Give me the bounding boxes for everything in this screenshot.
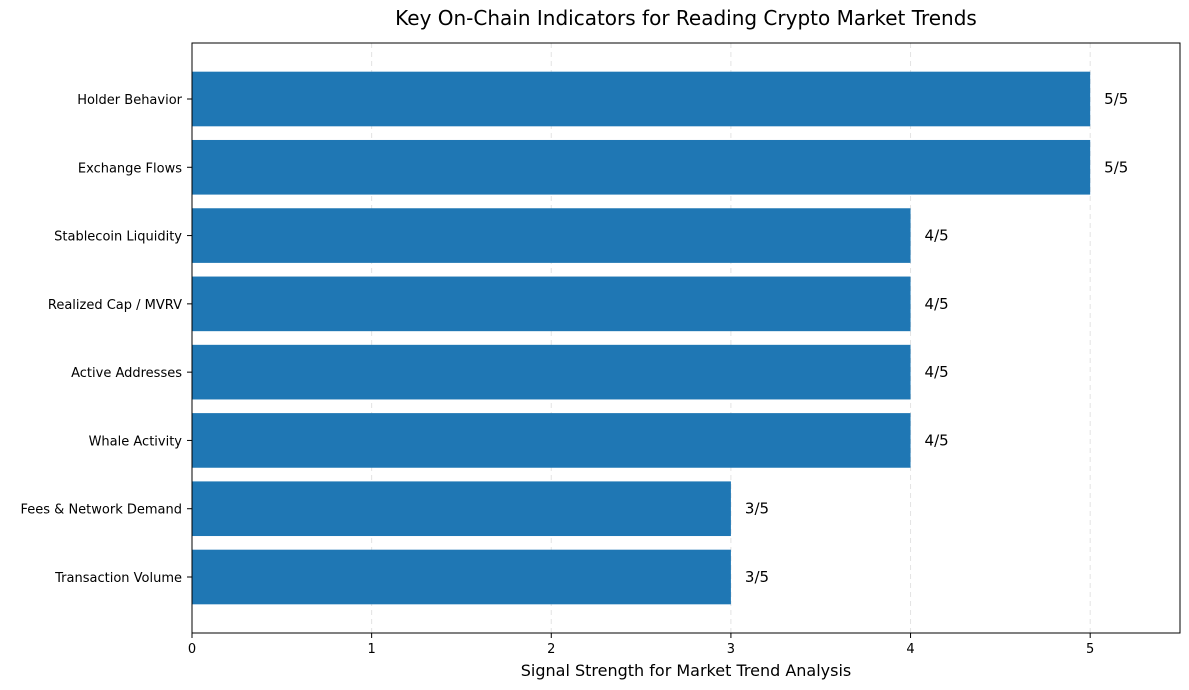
x-tick-label: 2	[547, 642, 555, 657]
bar-value-label: 3/5	[745, 568, 769, 586]
y-tick-label: Realized Cap / MVRV	[48, 298, 182, 313]
bar-value-label: 4/5	[925, 431, 949, 449]
bar-value-label: 5/5	[1104, 90, 1128, 108]
x-tick-label: 5	[1086, 642, 1094, 657]
x-tick-label: 3	[727, 642, 735, 657]
bar	[192, 549, 731, 605]
y-tick-label: Holder Behavior	[77, 93, 182, 108]
y-tick-label: Transaction Volume	[54, 571, 182, 586]
bar-value-label: 4/5	[925, 227, 949, 245]
x-axis: 0 1 2 3 4 5	[188, 633, 1094, 657]
y-tick-label: Fees & Network Demand	[21, 503, 182, 518]
bar	[192, 276, 911, 332]
y-tick-label: Whale Activity	[89, 434, 183, 449]
bar	[192, 413, 911, 468]
bar	[192, 208, 911, 263]
bar-value-label: 3/5	[745, 500, 769, 518]
bar-value-label: 4/5	[925, 363, 949, 381]
y-axis: Holder Behavior Exchange Flows Stablecoin …	[21, 93, 192, 586]
chart-title: Key On-Chain Indicators for Reading Cryp…	[395, 6, 977, 30]
bar	[192, 139, 1091, 195]
bars-layer	[192, 71, 1091, 605]
bar-value-label: 4/5	[925, 295, 949, 313]
plot-frame	[191, 42, 1181, 634]
x-tick-label: 0	[188, 642, 196, 657]
y-tick-label: Exchange Flows	[78, 161, 182, 176]
bar	[192, 481, 731, 537]
y-tick-label: Active Addresses	[71, 366, 182, 381]
y-tick-label: Stablecoin Liquidity	[54, 230, 182, 245]
bar	[192, 71, 1091, 127]
grid-layer	[191, 43, 1091, 633]
bar-value-label: 5/5	[1104, 158, 1128, 176]
x-tick-label: 4	[906, 642, 914, 657]
x-tick-label: 1	[367, 642, 375, 657]
bar	[192, 344, 911, 400]
x-axis-label: Signal Strength for Market Trend Analysi…	[521, 661, 852, 680]
data-labels-layer: 5/5 5/5 4/5 4/5 4/5 4/5 3/5 3/5	[745, 90, 1128, 586]
